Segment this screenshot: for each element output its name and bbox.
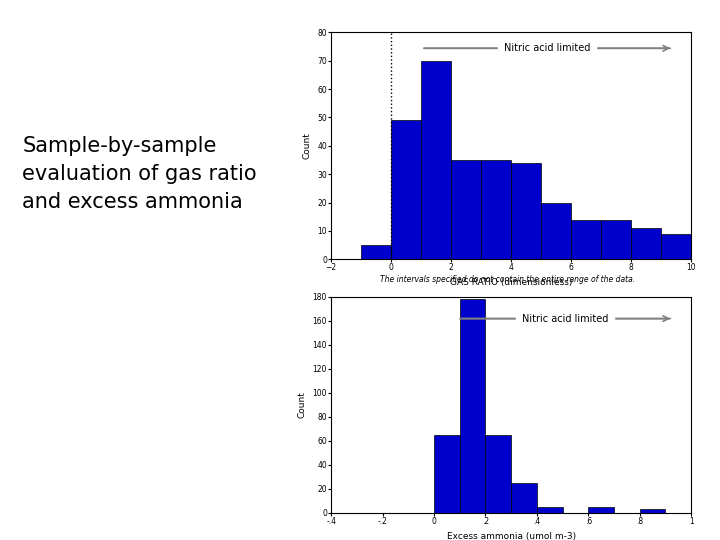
- Bar: [537, 507, 562, 513]
- Text: Nitric acid limited: Nitric acid limited: [522, 314, 608, 323]
- Bar: [601, 219, 631, 259]
- Bar: [391, 120, 421, 259]
- Text: Sample-by-sample
evaluation of gas ratio
and excess ammonia: Sample-by-sample evaluation of gas ratio…: [22, 137, 257, 212]
- Bar: [451, 160, 481, 259]
- X-axis label: Excess ammonia (umol m-3): Excess ammonia (umol m-3): [446, 532, 576, 540]
- Bar: [661, 234, 691, 259]
- Bar: [434, 435, 460, 513]
- Bar: [460, 299, 485, 513]
- Bar: [481, 160, 511, 259]
- Bar: [631, 228, 661, 259]
- Text: Nitric acid limited: Nitric acid limited: [504, 43, 590, 53]
- Bar: [541, 202, 571, 259]
- Y-axis label: Count: Count: [298, 392, 307, 418]
- Y-axis label: Count: Count: [302, 132, 312, 159]
- Bar: [361, 245, 391, 259]
- Text: The intervals specified do not contain the entire range of the data.: The intervals specified do not contain t…: [380, 275, 635, 285]
- Bar: [571, 219, 601, 259]
- Bar: [588, 507, 614, 513]
- Bar: [421, 60, 451, 259]
- X-axis label: GAS RATIO (dimensionless): GAS RATIO (dimensionless): [450, 278, 572, 287]
- Bar: [640, 509, 665, 513]
- Bar: [485, 435, 511, 513]
- Bar: [511, 163, 541, 259]
- Bar: [511, 483, 537, 513]
